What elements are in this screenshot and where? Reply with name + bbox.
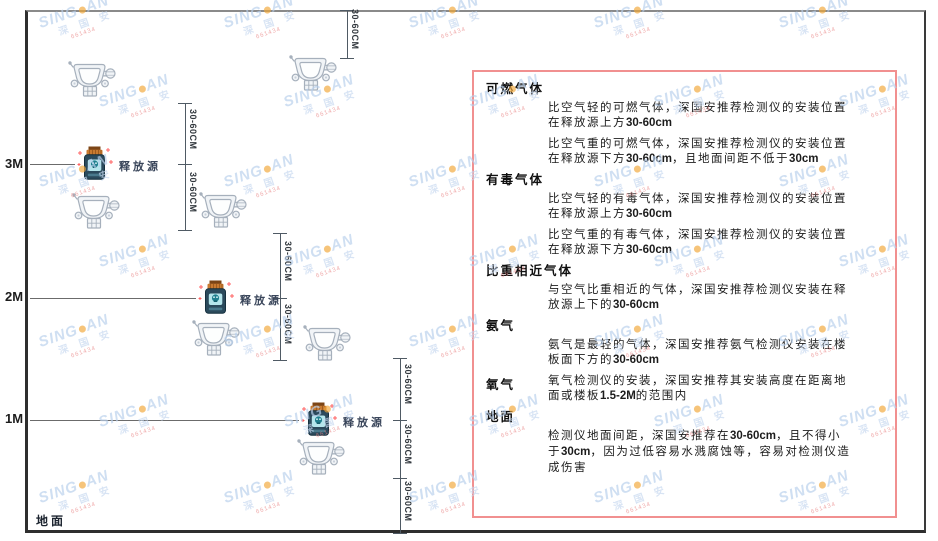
release-source-label: 释放源 [119, 160, 161, 173]
sparkle-marks [301, 404, 337, 422]
gas-detector-icon [68, 61, 116, 97]
dimension-label: 30-60CM [188, 108, 198, 150]
gas-detector-icon [72, 193, 120, 229]
panel-paragraph: 氧气检测仪的安装，深国安推荐其安装高度在距离地面或楼板1.5-2M的范围内 [548, 373, 847, 402]
dimension-label: 30-60CM [403, 364, 413, 405]
panel-section-heading: 氧气 [486, 377, 516, 392]
dimension-tick [178, 230, 192, 231]
panel-section: 氨气氨气是最轻的气体，深国安推荐氨气检测仪安装在楼板面下方的30-60cm [484, 318, 881, 368]
dimension-tick [340, 10, 354, 11]
release-source-icon [198, 280, 234, 314]
sparkle-marks [198, 282, 234, 300]
panel-paragraph: 与空气比重相近的气体，深国安推荐检测仪安装在释放源上下的30-60cm [548, 282, 847, 311]
panel-section-heading: 可燃气体 [486, 81, 545, 96]
leader-line [30, 164, 75, 165]
dimension-tick [393, 358, 407, 359]
panel-section-heading: 氨气 [486, 318, 516, 333]
release-source-icon [301, 402, 337, 436]
leader-line [30, 298, 196, 299]
dimension-tick [273, 298, 287, 299]
panel-section-heading: 有毒气体 [486, 172, 545, 187]
leader-line [30, 420, 299, 421]
release-source-label: 释放源 [240, 294, 282, 307]
dimension-line [347, 10, 348, 58]
dimension-tick [393, 420, 407, 421]
dimension-tick [340, 58, 354, 59]
panel-section: 可燃气体 比空气轻的可燃气体，深国安推荐检测仪的安装位置在释放源上方30-60cm… [484, 81, 881, 167]
release-source-icon [77, 146, 113, 180]
dimension-label: 30-60CM [350, 9, 360, 50]
panel-paragraph: 比空气重的可燃气体，深国安推荐检测仪的安装位置在释放源下方30-60cm，且地面… [548, 136, 847, 165]
dimension-line [185, 103, 186, 230]
dimension-label: 30-60CM [403, 480, 413, 522]
panel-paragraph: 比空气重的有毒气体，深国安推荐检测仪的安装位置在释放源下方30-60cm [548, 227, 847, 256]
recommendation-panel: 可燃气体 比空气轻的可燃气体，深国安推荐检测仪的安装位置在释放源上方30-60cm… [472, 70, 897, 518]
dimension-label: 30-60CM [403, 424, 413, 465]
dimension-tick [273, 360, 287, 361]
dimension-tick [178, 103, 192, 104]
axis-height-label: 3M [5, 156, 24, 171]
panel-section: 比重相近气体与空气比重相近的气体，深国安推荐检测仪安装在释放源上下的30-60c… [484, 263, 881, 313]
dimension-line [280, 233, 281, 360]
panel-paragraph: 比空气轻的有毒气体，深国安推荐检测仪的安装位置在释放源上方30-60cm [548, 191, 847, 220]
panel-section: 地面检测仪地面间距，深国安推荐在30-60cm，且不得小于30cm，因为过低容易… [484, 409, 881, 475]
axis-height-label: 2M [5, 289, 24, 304]
panel-paragraph: 比空气轻的可燃气体，深国安推荐检测仪的安装位置在释放源上方30-60cm [548, 100, 847, 129]
dimension-tick [178, 164, 192, 165]
axis-height-label: 1M [5, 411, 24, 426]
panel-paragraph: 检测仪地面间距，深国安推荐在30-60cm，且不得小于30cm，因为过低容易水溅… [548, 428, 851, 474]
gas-detector-icon [289, 55, 337, 91]
panel-section-heading: 地面 [486, 409, 516, 424]
panel-section: 有毒气体 比空气轻的有毒气体，深国安推荐检测仪的安装位置在释放源上方30-60cm… [484, 172, 881, 258]
dimension-tick [273, 233, 287, 234]
gas-detector-icon [303, 325, 351, 361]
room-outline [25, 10, 926, 533]
gas-detector-icon [192, 320, 240, 356]
ground-label: 地面 [36, 514, 67, 528]
panel-paragraph: 氨气是最轻的气体，深国安推荐氨气检测仪安装在楼板面下方的30-60cm [548, 337, 847, 366]
gas-detector-icon [297, 439, 345, 475]
dimension-line [400, 358, 401, 533]
dimension-label: 30-60CM [283, 304, 293, 345]
release-source-label: 释放源 [343, 416, 385, 429]
dimension-label: 30-60CM [188, 172, 198, 213]
dimension-label: 30-60CM [283, 240, 293, 282]
gas-detector-icon [199, 192, 247, 228]
dimension-tick [393, 478, 407, 479]
panel-section: 氧气 氧气检测仪的安装，深国安推荐其安装高度在距离地面或楼板1.5-2M的范围内 [484, 373, 881, 404]
sparkle-marks [77, 148, 113, 166]
panel-section-heading: 比重相近气体 [486, 263, 574, 278]
dimension-tick [393, 533, 407, 534]
